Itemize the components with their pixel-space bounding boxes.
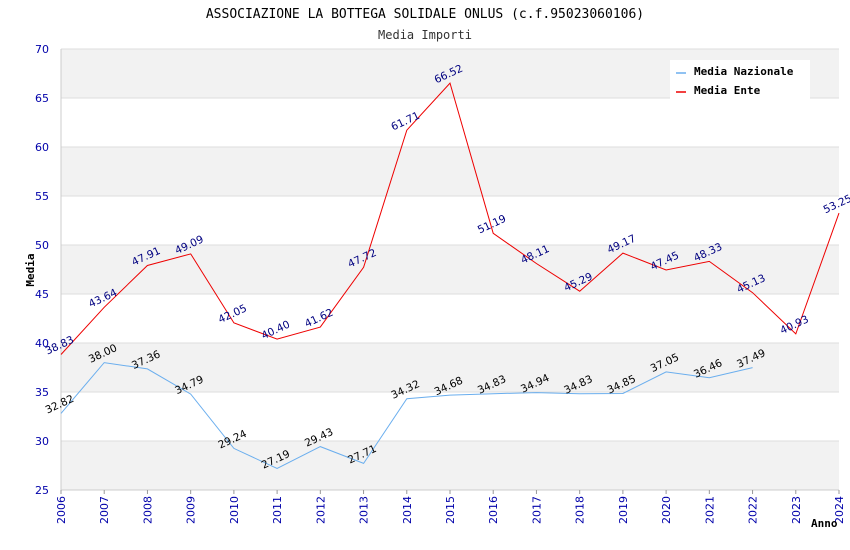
x-tick-label: 2015 [444, 496, 457, 524]
grid-lines [61, 48, 839, 491]
data-label: 40.93 [778, 313, 810, 337]
y-tick-label: 45 [35, 288, 49, 301]
x-tick-label: 2017 [530, 496, 543, 524]
legend-label-ente: Media Ente [694, 84, 761, 97]
x-tick-label: 2010 [228, 496, 241, 524]
x-tick-label: 2014 [401, 496, 414, 524]
x-tick-label: 2013 [358, 496, 371, 524]
y-axis-label: Media [24, 253, 37, 286]
x-axis-label: Anno [811, 517, 838, 530]
legend-label-nazionale: Media Nazionale [694, 65, 794, 78]
y-tick-label: 30 [35, 435, 49, 448]
y-tick-label: 60 [35, 141, 49, 154]
x-tick-label: 2009 [185, 496, 198, 524]
series-line-ente [60, 82, 840, 355]
y-tick-label: 65 [35, 92, 49, 105]
x-tick-label: 2020 [660, 496, 673, 524]
x-tick-label: 2018 [574, 496, 587, 524]
y-tick-label: 40 [35, 337, 49, 350]
x-tick-label: 2012 [314, 496, 327, 524]
plot-band [61, 147, 839, 196]
chart-subtitle: Media Importi [378, 28, 472, 42]
data-label: 61.71 [389, 110, 421, 134]
x-tick-label: 2011 [271, 496, 284, 524]
legend-box [670, 60, 810, 102]
legend: Media Nazionale Media Ente [670, 60, 810, 102]
x-tick-label: 2023 [790, 496, 803, 524]
y-tick-label: 55 [35, 190, 49, 203]
x-axis-ticks: 2006 2007 2008 2009 2010 2011 2012 2013 2014 2015… [55, 490, 846, 524]
x-tick-label: 2021 [703, 496, 716, 524]
x-tick-label: 2024 [833, 496, 846, 524]
x-tick-label: 2008 [141, 496, 154, 524]
series-line-nazionale [60, 362, 753, 470]
plot-band [61, 245, 839, 294]
data-label: 42.05 [216, 302, 248, 326]
x-tick-label: 2016 [487, 496, 500, 524]
data-label: 41.62 [303, 307, 335, 331]
plot-band [61, 343, 839, 392]
x-tick-label: 2022 [747, 496, 760, 524]
x-tick-label: 2007 [98, 496, 111, 524]
y-tick-label: 70 [35, 43, 49, 56]
series-layer [60, 82, 840, 470]
y-tick-label: 25 [35, 484, 49, 497]
y-axis-ticks: 25 30 35 40 45 50 55 60 65 70 [35, 43, 49, 497]
y-tick-label: 35 [35, 386, 49, 399]
x-tick-label: 2019 [617, 496, 630, 524]
plot-bands [61, 49, 839, 490]
x-tick-label: 2006 [55, 496, 68, 524]
data-label: 51.19 [476, 213, 508, 237]
chart-title: ASSOCIAZIONE LA BOTTEGA SOLIDALE ONLUS (… [206, 7, 644, 22]
plot-band [61, 441, 839, 490]
y-tick-label: 50 [35, 239, 49, 252]
